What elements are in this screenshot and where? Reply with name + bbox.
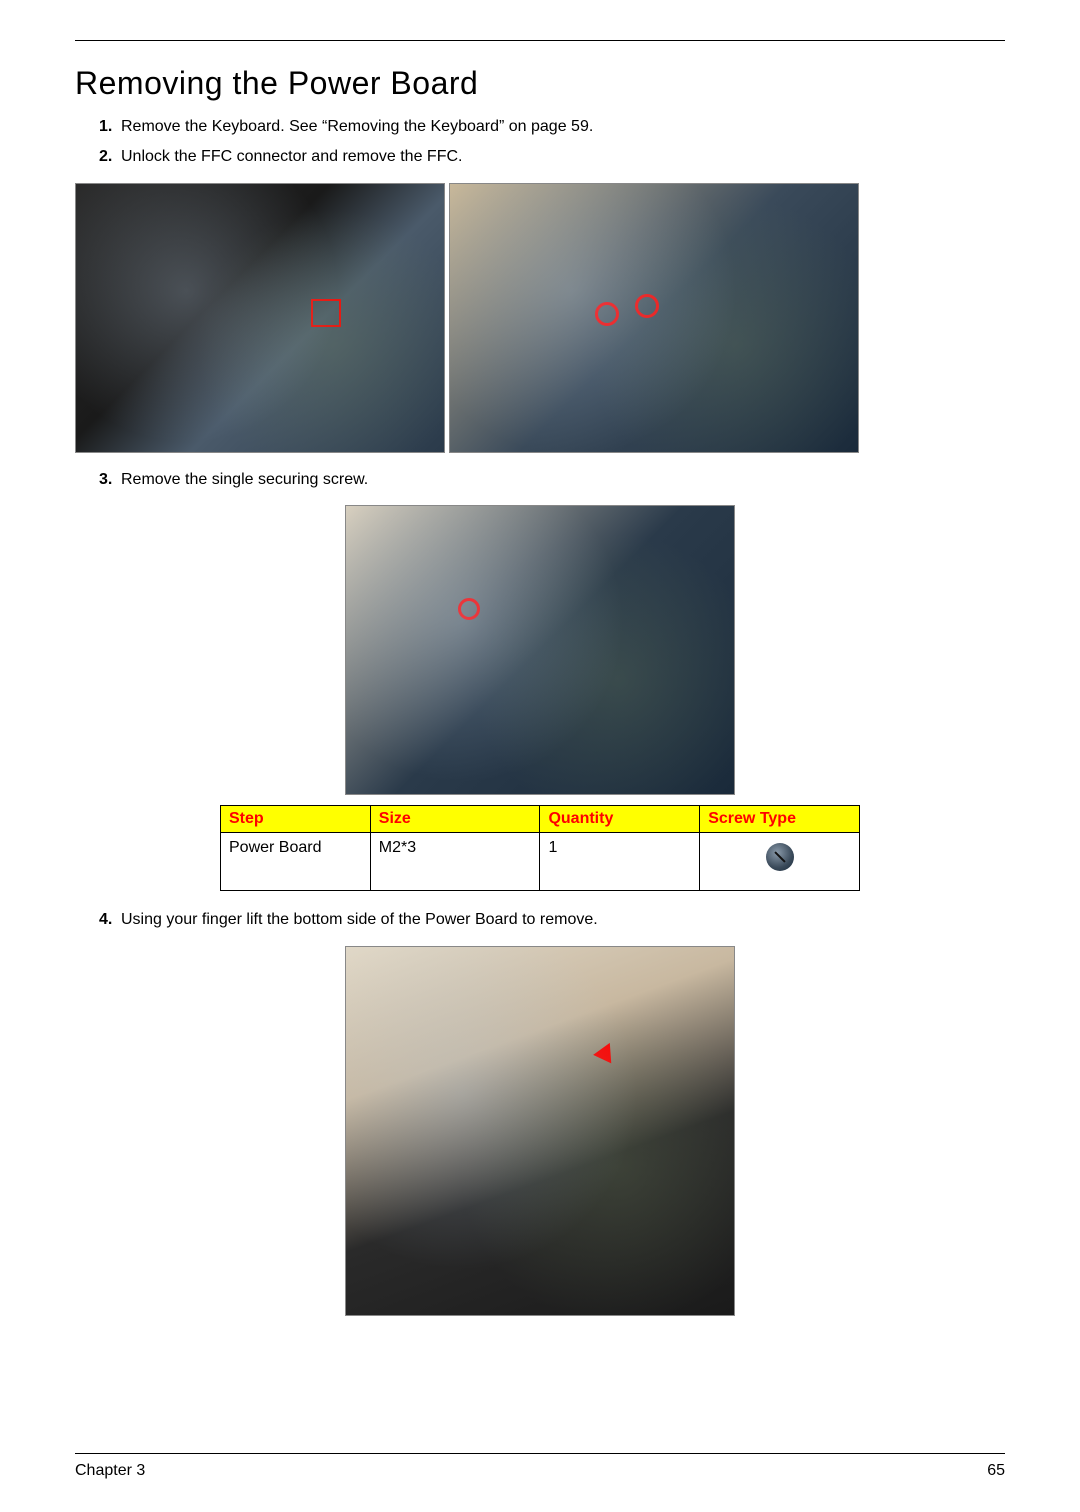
figure-lift-board — [345, 946, 735, 1316]
step-text: Unlock the FFC connector and remove the … — [121, 148, 462, 165]
table-header-size: Size — [370, 806, 540, 833]
document-page: Removing the Power Board 1.Remove the Ke… — [0, 0, 1080, 1346]
callout-red-circle — [635, 294, 659, 318]
step-text: Remove the single securing screw. — [121, 471, 368, 488]
table-header-step: Step — [221, 806, 371, 833]
page-footer: Chapter 3 65 — [75, 1462, 1005, 1480]
step-number: 4. — [99, 909, 121, 931]
step-text: Using your finger lift the bottom side o… — [121, 911, 598, 928]
step-number: 1. — [99, 116, 121, 138]
section-title: Removing the Power Board — [75, 65, 1005, 102]
callout-red-circle — [595, 302, 619, 326]
step-list: 1.Remove the Keyboard. See “Removing the… — [75, 116, 1005, 169]
bottom-horizontal-rule — [75, 1453, 1005, 1454]
top-horizontal-rule — [75, 40, 1005, 41]
callout-red-arrow — [593, 1038, 619, 1063]
step-3: 3.Remove the single securing screw. — [99, 469, 1005, 491]
step-list: 3.Remove the single securing screw. — [75, 469, 1005, 491]
table-cell-step: Power Board — [221, 833, 371, 891]
screw-table: Step Size Quantity Screw Type Power Boar… — [220, 805, 860, 891]
table-header-screwtype: Screw Type — [700, 806, 860, 833]
step-1: 1.Remove the Keyboard. See “Removing the… — [99, 116, 1005, 138]
figure-ffc-unlock — [449, 183, 859, 453]
figure-keyboard-removed — [75, 183, 445, 453]
table-header-row: Step Size Quantity Screw Type — [221, 806, 860, 833]
step-2: 2.Unlock the FFC connector and remove th… — [99, 146, 1005, 168]
figure-securing-screw — [345, 505, 735, 795]
screw-icon — [766, 843, 794, 871]
table-cell-quantity: 1 — [540, 833, 700, 891]
callout-red-circle — [458, 598, 480, 620]
footer-chapter: Chapter 3 — [75, 1462, 145, 1480]
step-4: 4.Using your finger lift the bottom side… — [99, 909, 1005, 931]
step-number: 3. — [99, 469, 121, 491]
step-list: 4.Using your finger lift the bottom side… — [75, 909, 1005, 931]
table-header-quantity: Quantity — [540, 806, 700, 833]
table-row: Power Board M2*3 1 — [221, 833, 860, 891]
table-cell-size: M2*3 — [370, 833, 540, 891]
footer-page-number: 65 — [987, 1462, 1005, 1480]
callout-red-box — [311, 299, 341, 327]
step-number: 2. — [99, 146, 121, 168]
image-row-1 — [75, 183, 1005, 453]
step-text: Remove the Keyboard. See “Removing the K… — [121, 118, 593, 135]
table-cell-screwtype — [700, 833, 860, 891]
